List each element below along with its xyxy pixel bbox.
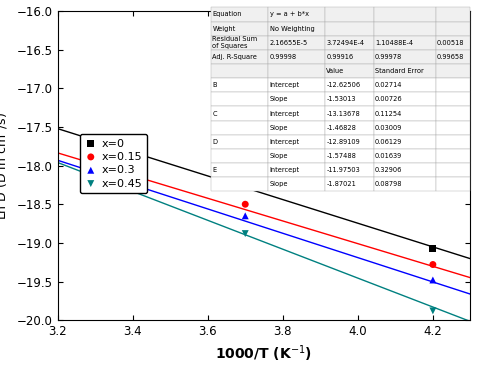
x=0.15	[91, 163, 99, 169]
x=0.3	[429, 277, 437, 283]
x=0.15	[241, 201, 249, 207]
X-axis label: 1000/T (K$^{-1}$): 1000/T (K$^{-1}$)	[216, 344, 312, 364]
x=0	[429, 245, 437, 251]
x=0	[241, 184, 249, 190]
x=0.3	[91, 168, 99, 174]
x=0.45	[241, 231, 249, 237]
x=0.45	[429, 308, 437, 314]
x=0.3	[241, 213, 249, 219]
x=0.45	[91, 172, 99, 178]
Legend: x=0, x=0.15, x=0.3, x=0.45: x=0, x=0.15, x=0.3, x=0.45	[80, 134, 147, 193]
x=0.15	[429, 262, 437, 268]
x=0	[91, 145, 99, 151]
Y-axis label: Ln D (D in cm$^2$/s): Ln D (D in cm$^2$/s)	[0, 112, 11, 220]
